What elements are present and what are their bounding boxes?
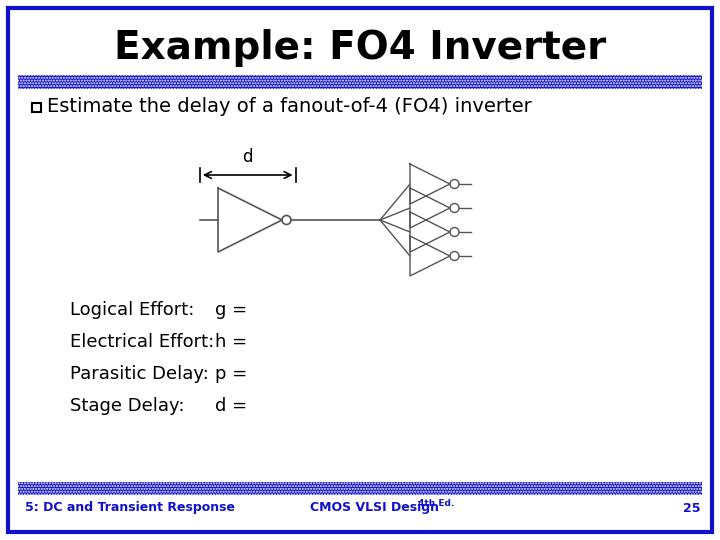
Text: 25: 25 — [683, 502, 700, 515]
Bar — [18, 482, 702, 495]
Text: 5: DC and Transient Response: 5: DC and Transient Response — [25, 502, 235, 515]
Text: Stage Delay:: Stage Delay: — [70, 397, 184, 415]
Text: p =: p = — [215, 365, 247, 383]
Bar — [32, 103, 41, 111]
Text: Estimate the delay of a fanout-of-4 (FO4) inverter: Estimate the delay of a fanout-of-4 (FO4… — [47, 98, 532, 117]
Bar — [18, 482, 702, 495]
Text: d =: d = — [215, 397, 247, 415]
Bar — [18, 75, 702, 89]
Text: h =: h = — [215, 333, 247, 351]
Text: g =: g = — [215, 301, 247, 319]
Text: Example: FO4 Inverter: Example: FO4 Inverter — [114, 29, 606, 67]
Text: Electrical Effort:: Electrical Effort: — [70, 333, 215, 351]
Text: Parasitic Delay:: Parasitic Delay: — [70, 365, 209, 383]
Text: CMOS VLSI Design: CMOS VLSI Design — [310, 502, 439, 515]
Text: d: d — [243, 148, 253, 166]
Bar — [18, 75, 702, 89]
Text: Logical Effort:: Logical Effort: — [70, 301, 194, 319]
Text: 4th Ed.: 4th Ed. — [418, 498, 454, 508]
